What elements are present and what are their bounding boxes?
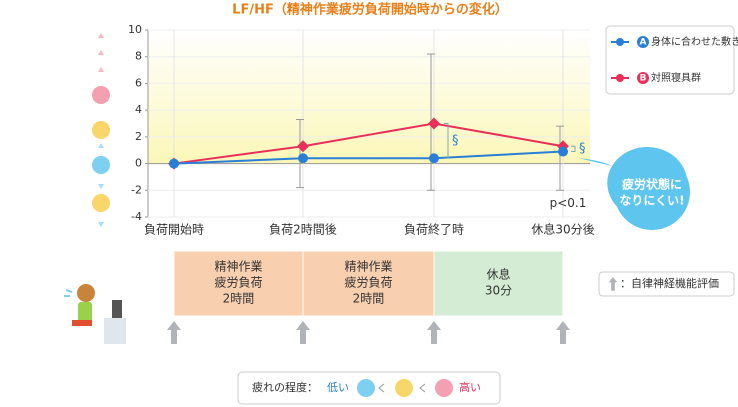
x-tick-label: 負荷開始時: [144, 223, 204, 237]
x-tick-label: 負荷終了時: [404, 222, 464, 237]
annotation: p<0.1: [550, 196, 587, 210]
legend-marker: [616, 38, 624, 46]
arrow-icon: [608, 277, 618, 291]
point: [297, 140, 309, 153]
bracket: [571, 145, 576, 153]
phase-box: [302, 250, 435, 317]
phase-label: 休息: [486, 267, 510, 282]
phase-box: [173, 250, 304, 317]
error-bar: [556, 125, 564, 191]
point: [298, 153, 308, 164]
lt: [419, 383, 426, 393]
callout-text: 疲労状態に: [622, 177, 682, 192]
point: [429, 153, 439, 164]
y-tick-label: 2: [135, 130, 142, 143]
lt: [378, 383, 385, 393]
legend-badge-text: B: [640, 74, 647, 84]
phase-label: 2時間: [223, 292, 255, 306]
legend-label: 対照寝具群: [651, 71, 701, 84]
x-tick-label: 休息30分後: [531, 222, 594, 237]
arrow-icon: [427, 321, 441, 344]
y-tick-label: -4: [131, 210, 142, 223]
phase-label: 2時間: [353, 292, 385, 306]
chart-title: LF/HF（精神作業疲労負荷開始時からの変化）: [232, 2, 508, 18]
point: [558, 146, 568, 157]
face: [435, 379, 453, 397]
phase-label: 疲労負荷: [344, 275, 392, 290]
note-box: [598, 271, 735, 297]
annotation: §: [452, 133, 459, 148]
scale-low: 低い: [327, 381, 349, 394]
legend-marker: [616, 74, 624, 82]
error-bar: [296, 118, 304, 189]
phase-box: [433, 250, 564, 317]
phase-label: 疲労負荷: [214, 275, 262, 290]
phase-label: 精神作業: [344, 260, 392, 274]
y-tick-label: 4: [135, 103, 142, 116]
series-line: [173, 150, 564, 165]
callout-circle: [614, 154, 690, 230]
y-tick-label: 10: [128, 23, 142, 36]
worker-icon: [64, 284, 126, 344]
point: [428, 117, 440, 130]
note-label: ：自律神経機能評価: [620, 276, 719, 290]
legend-badge-text: A: [640, 38, 647, 48]
callout-text: なりにくい!: [619, 194, 684, 208]
phase-label: 精神作業: [214, 260, 262, 274]
scale-label: 疲れの程度：: [252, 380, 318, 394]
annotation: §: [579, 141, 586, 156]
bracket: [444, 123, 449, 159]
legend-badge: [637, 36, 649, 48]
arrow-icon: [167, 321, 181, 344]
x-tick-label: 負荷2時間後: [269, 223, 337, 237]
phase-label: 30分: [485, 284, 512, 298]
y-tick-label: -2: [131, 183, 142, 196]
arrow-icon: [556, 321, 570, 344]
y-tick-label: 8: [135, 50, 142, 63]
scale-high: 高い: [459, 380, 481, 394]
y-tick-label: 6: [135, 76, 142, 89]
y-tick-label: 0: [135, 157, 142, 170]
point: [169, 158, 179, 169]
series-line: [173, 122, 564, 165]
legend-label: 身体に合わせた敷き寝具群: [651, 35, 738, 48]
arrow-icon: [296, 321, 310, 344]
face: [395, 379, 413, 397]
fatigue-faces: [92, 33, 110, 227]
legend-badge: [637, 72, 649, 84]
face: [357, 379, 375, 397]
plot-background: [148, 30, 590, 164]
